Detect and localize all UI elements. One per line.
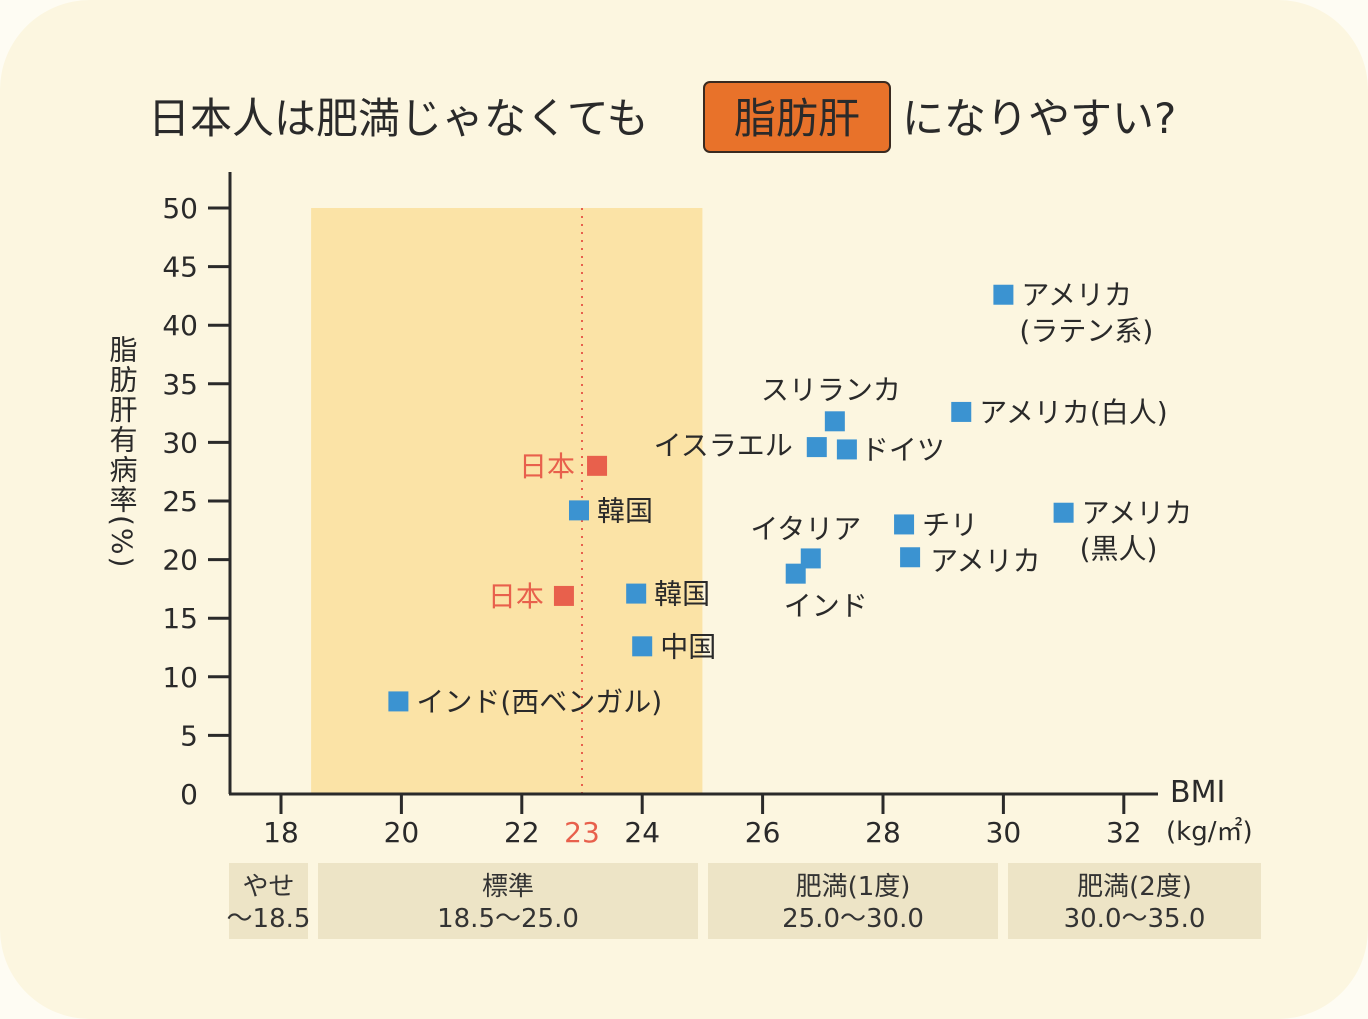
title-text-after: になりやすい? <box>902 94 1176 143</box>
data-point-label: スリランカ <box>761 373 901 406</box>
y-tick-label: 5 <box>180 719 198 752</box>
data-point-marker <box>824 411 845 432</box>
normal-range-band <box>311 208 703 794</box>
data-point-marker <box>626 583 647 604</box>
y-tick-label: 50 <box>162 192 198 225</box>
data-point-marker <box>568 500 589 521</box>
data-point-label: アメリカ(黒人) <box>1080 497 1193 566</box>
data-point-marker <box>553 585 574 606</box>
data-point-marker <box>836 439 857 460</box>
data-point-label: アメリカ(白人) <box>979 396 1167 429</box>
y-tick-label: 0 <box>180 778 198 811</box>
y-axis-label: 脂肪肝有病率(%) <box>106 335 139 570</box>
x-tick-label: 28 <box>865 816 901 849</box>
y-tick-label: 10 <box>162 661 198 694</box>
x-tick-label: 24 <box>624 816 660 849</box>
data-point-marker <box>894 514 915 535</box>
data-point-marker <box>993 284 1014 305</box>
data-point-label: インド(西ベンガル) <box>416 685 662 718</box>
data-point-marker <box>785 563 806 584</box>
bmi-category-name: 標準 <box>482 872 534 902</box>
x-tick-label: 30 <box>986 816 1022 849</box>
x-tick-label: 23 <box>564 816 600 849</box>
y-tick-label: 20 <box>162 544 198 577</box>
bmi-category-box <box>229 863 308 939</box>
y-tick-label: 25 <box>162 485 198 518</box>
y-tick-label: 15 <box>162 602 198 635</box>
title-highlight-box <box>703 81 891 153</box>
data-point-label: 中国 <box>660 630 716 663</box>
x-tick-label: 20 <box>384 816 420 849</box>
data-point-label: イスラエル <box>654 429 793 462</box>
bmi-category-box <box>318 863 698 939</box>
bmi-category-range: 30.0〜35.0 <box>1064 904 1206 934</box>
data-point-marker <box>800 548 821 569</box>
bmi-category-name: 肥満(1度) <box>796 872 911 902</box>
data-point-marker <box>388 691 409 712</box>
data-point-label: 韓国 <box>654 578 710 611</box>
bmi-category-box <box>708 863 998 939</box>
data-point-label: チリ <box>922 508 978 541</box>
data-point-label: アメリカ(ラテン系) <box>1019 279 1153 348</box>
bmi-category-name: やせ <box>242 872 294 902</box>
y-tick-label: 30 <box>162 426 198 459</box>
data-point-marker <box>1053 502 1074 523</box>
data-point-label: 韓国 <box>597 494 653 527</box>
y-tick-label: 35 <box>162 368 198 401</box>
data-point-label: ドイツ <box>861 433 945 466</box>
data-point-marker <box>806 437 827 458</box>
data-point-marker <box>632 636 653 657</box>
title-text-before: 日本人は肥満じゃなくても <box>148 94 649 143</box>
bmi-category-range: 〜18.5 <box>227 904 311 934</box>
data-point-label: 日本 <box>488 580 544 613</box>
x-axis-label: BMI <box>1170 775 1225 810</box>
title-highlight-text: 脂肪肝 <box>734 94 860 143</box>
y-tick-label: 45 <box>162 251 198 284</box>
data-point-label: インド <box>784 590 868 623</box>
data-point-marker <box>900 547 921 568</box>
x-tick-label: 18 <box>263 816 299 849</box>
x-axis-unit: (kg/㎡) <box>1166 817 1253 847</box>
data-point-label: 日本 <box>519 450 575 483</box>
data-point-marker <box>587 455 608 476</box>
chart-title: 日本人は肥満じゃなくても 脂肪肝 になりやすい? <box>148 81 1176 153</box>
data-point-marker <box>951 401 972 422</box>
bmi-category-name: 肥満(2度) <box>1077 872 1192 902</box>
x-tick-label: 32 <box>1106 816 1142 849</box>
bmi-category-box <box>1008 863 1261 939</box>
data-point-label: イタリア <box>750 512 861 545</box>
x-tick-label: 22 <box>504 816 540 849</box>
y-tick-label: 40 <box>162 309 198 342</box>
bmi-category-range: 18.5〜25.0 <box>437 904 579 934</box>
bmi-category-range: 25.0〜30.0 <box>782 904 924 934</box>
x-tick-label: 26 <box>745 816 781 849</box>
data-point-label: アメリカ <box>930 544 1041 577</box>
